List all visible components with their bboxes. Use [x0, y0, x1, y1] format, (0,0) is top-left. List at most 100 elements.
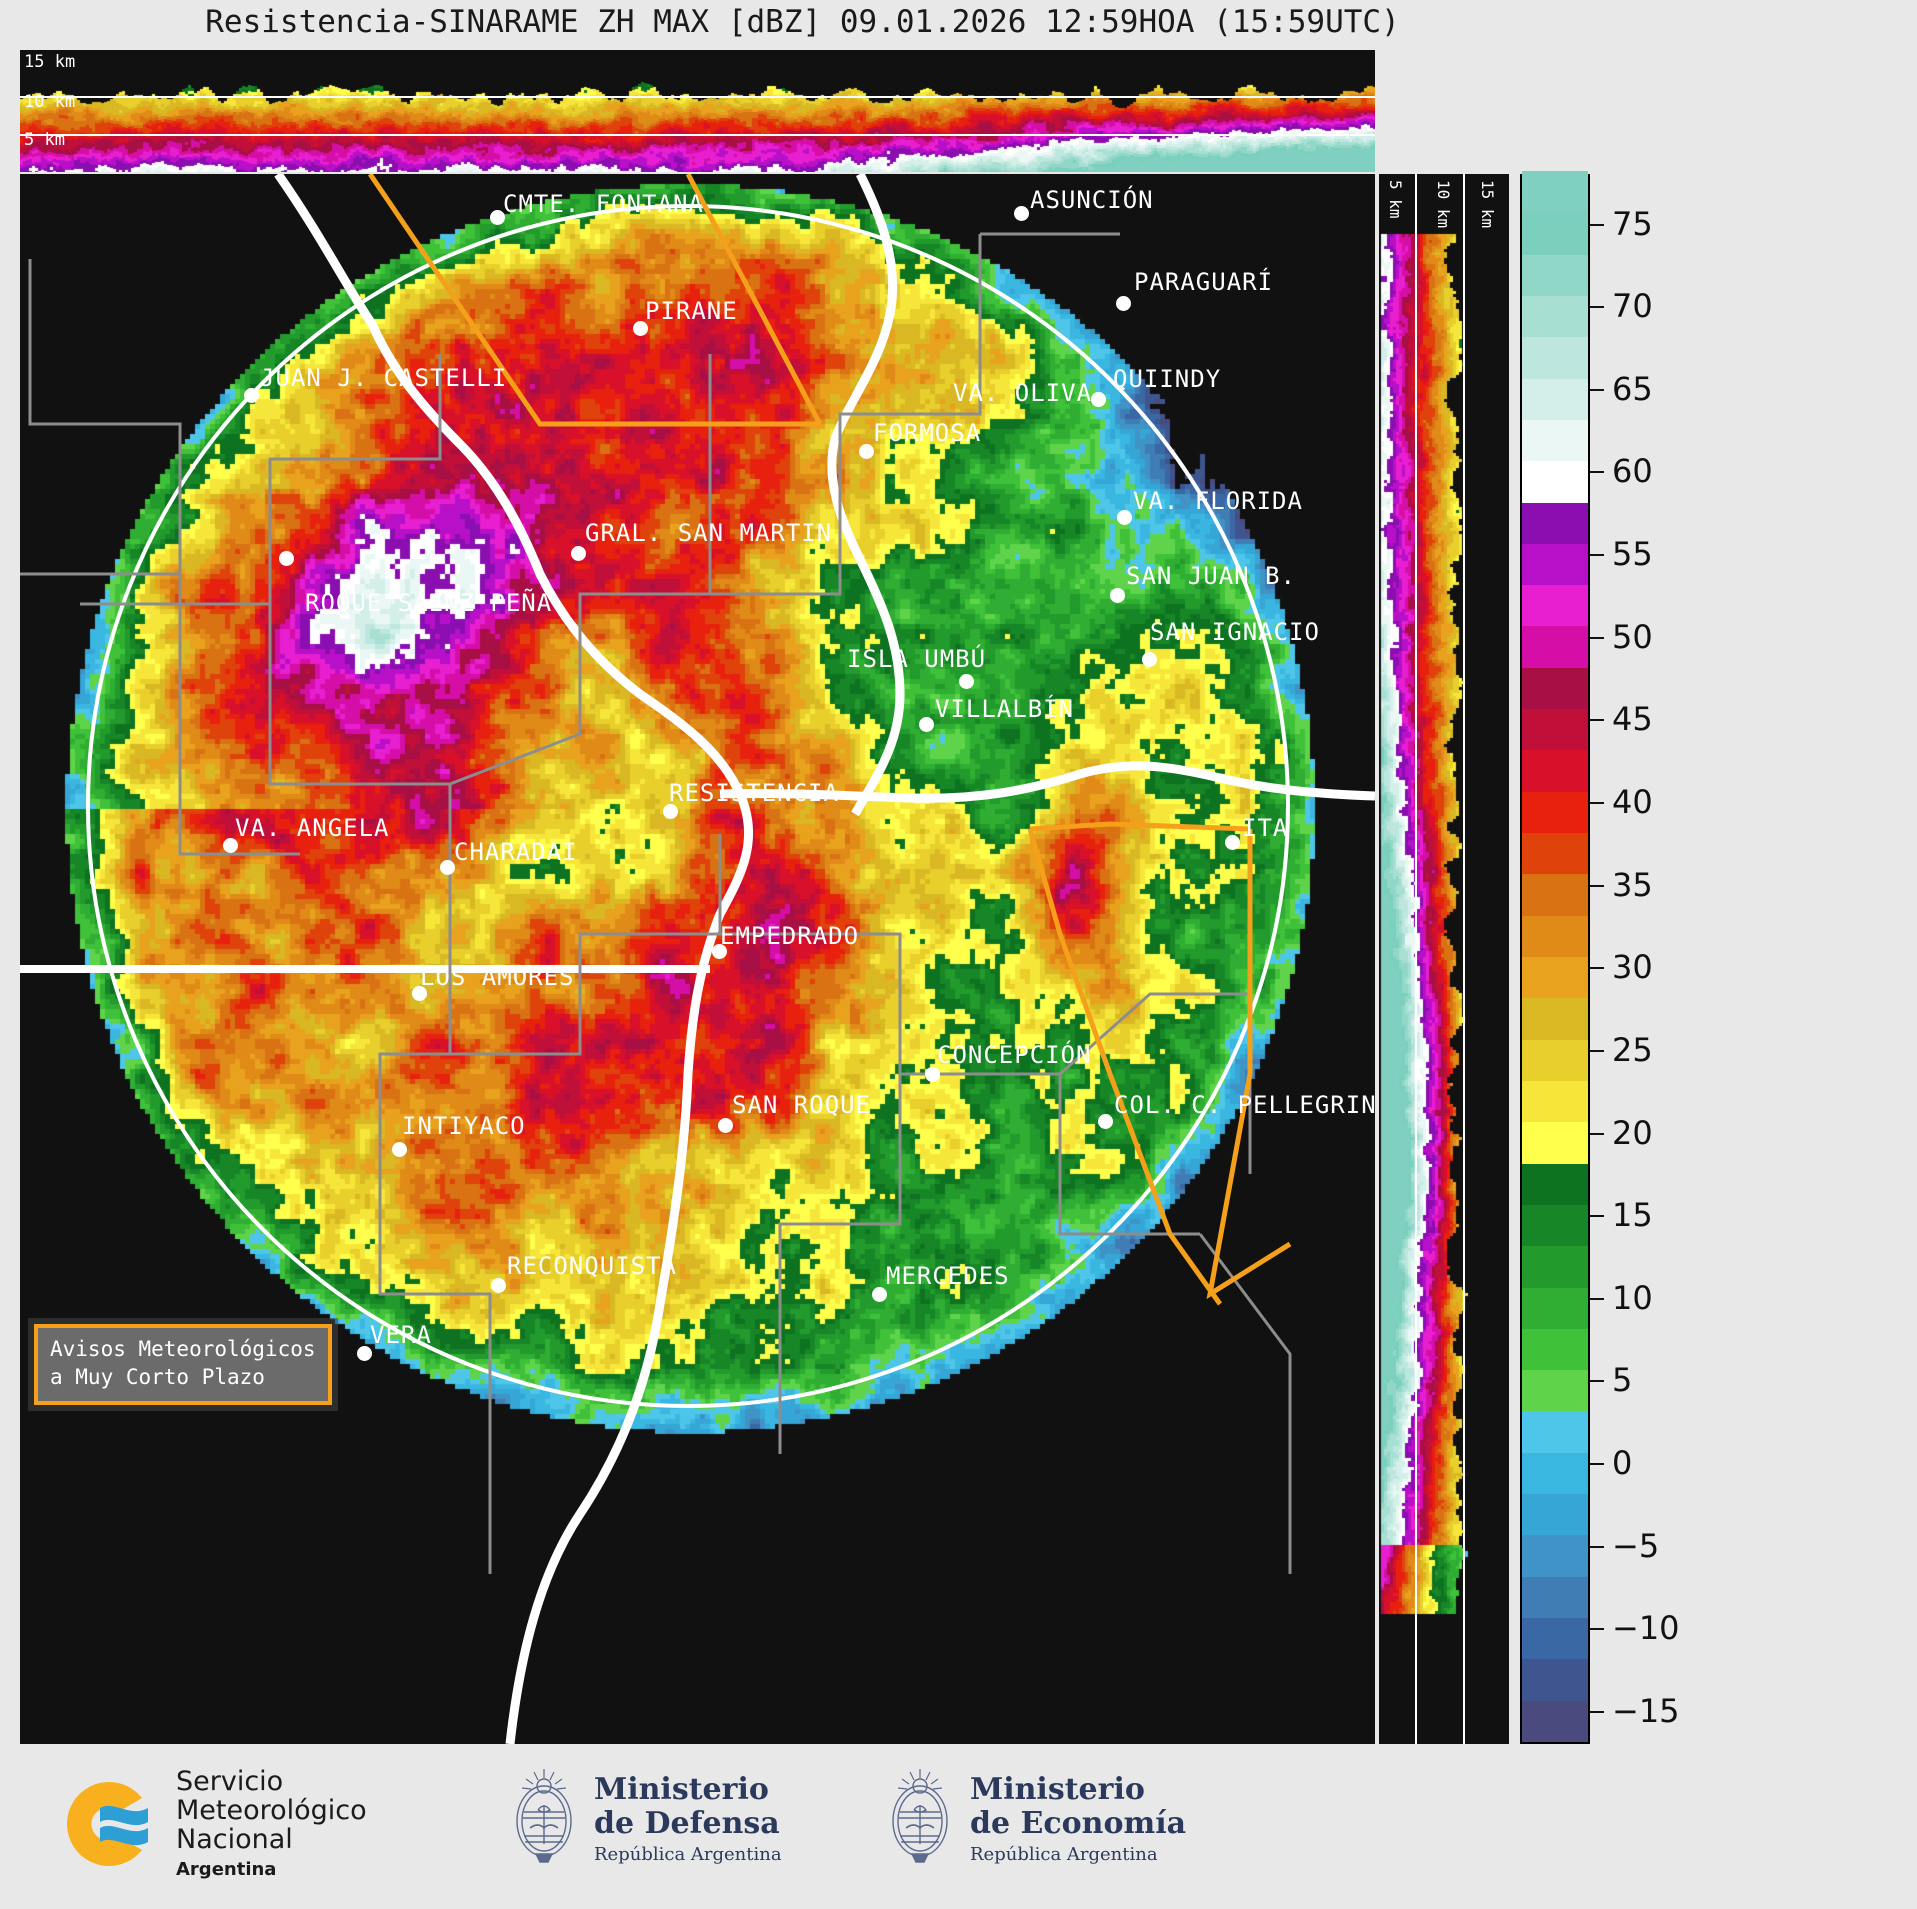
colorbar-segment — [1522, 1369, 1588, 1412]
argentina-coat-of-arms-icon — [892, 1769, 948, 1863]
footer-logos: Servicio Meteorológico Nacional Argentin… — [0, 1748, 1917, 1909]
colorbar-segment — [1522, 295, 1588, 338]
colorbar-tick — [1590, 719, 1604, 722]
radar-map-panel[interactable]: CMTE. FONTANA ASUNCIÓN PARAGUARÍ PIRANE JUAN… — [20, 174, 1375, 1744]
colorbar-segment — [1522, 1038, 1588, 1081]
colorbar-legend: 75 70 65 60 55 50 45 40 35 30 25 20 15 10 5 0 −5 −10 −15 — [1520, 171, 1680, 1744]
colorbar-tick — [1590, 884, 1604, 887]
logo-servicio-meteorologico-nacional: Servicio Meteorológico Nacional Argentin… — [52, 1767, 367, 1880]
colorbar-segment — [1522, 1328, 1588, 1371]
colorbar-tick-label: 65 — [1612, 369, 1653, 408]
range-line-5km — [1415, 174, 1417, 1744]
smn-line-3: Nacional — [176, 1823, 293, 1855]
nowcast-warning-box[interactable]: Avisos Meteorológicos a Muy Corto Plazo — [34, 1324, 332, 1405]
city-dot — [1014, 206, 1029, 221]
colorbar-segment — [1522, 1575, 1588, 1619]
cross-section-top-panel: 15 km 10 km 5 km — [20, 50, 1375, 172]
city-dot — [491, 1278, 506, 1293]
colorbar-segment — [1522, 708, 1588, 751]
colorbar-segment — [1522, 253, 1588, 296]
colorbar-segment — [1522, 1452, 1588, 1495]
colorbar-tick-label: 10 — [1612, 1278, 1653, 1317]
colorbar-tick — [1590, 802, 1604, 804]
logo-ministerio-de-defensa: Ministerio de Defensa República Argentin… — [508, 1766, 782, 1872]
map-vector-overlay — [20, 174, 1375, 1744]
city-dot — [712, 944, 727, 959]
colorbar-tick-label: 70 — [1612, 287, 1653, 326]
colorbar-segment — [1522, 1162, 1588, 1205]
colorbar-tick — [1590, 223, 1604, 226]
colorbar-segment — [1522, 1080, 1588, 1123]
colorbar-segment — [1522, 543, 1588, 586]
colorbar-tick — [1590, 306, 1604, 309]
economia-subtitle: República Argentina — [970, 1844, 1158, 1866]
colorbar-tick-label: 15 — [1612, 1196, 1653, 1235]
colorbar-tick-label: 25 — [1612, 1030, 1653, 1069]
colorbar-tick — [1590, 471, 1604, 474]
river-parana-main — [274, 174, 754, 1744]
colorbar-tick-label: 35 — [1612, 865, 1653, 904]
city-dot — [1142, 652, 1157, 667]
city-dot — [1098, 1114, 1113, 1129]
colorbar-tick-label: 60 — [1612, 452, 1653, 491]
colorbar-segment — [1522, 1121, 1588, 1164]
alert-polygon-overlay — [367, 174, 1292, 1306]
city-dot — [357, 1346, 372, 1361]
colorbar-tick — [1590, 1628, 1604, 1631]
city-dot — [718, 1118, 733, 1133]
city-dot — [663, 804, 678, 819]
colorbar-segment — [1522, 171, 1588, 214]
city-dot — [440, 860, 455, 875]
colorbar-tick-label: −15 — [1612, 1691, 1680, 1730]
city-dot — [1225, 835, 1240, 850]
defensa-line-1: Ministerio — [594, 1771, 769, 1807]
cross-section-right-canvas — [1379, 174, 1509, 1744]
colorbar-segment — [1522, 1286, 1588, 1329]
colorbar-segment — [1522, 419, 1588, 462]
colorbar-segment — [1522, 625, 1588, 668]
colorbar-tick — [1590, 1215, 1604, 1218]
radar-range-ring — [86, 204, 1290, 1408]
colorbar-segment — [1522, 667, 1588, 710]
colorbar-tick — [1590, 1049, 1604, 1052]
colorbar-tick — [1590, 1545, 1604, 1548]
defensa-subtitle: República Argentina — [594, 1844, 782, 1866]
xsec-top-label-15km: 15 km — [24, 52, 76, 72]
river-parana-east — [719, 761, 1375, 803]
colorbar-tick-label: 30 — [1612, 948, 1653, 987]
city-dot — [412, 986, 427, 1001]
colorbar-tick — [1590, 636, 1604, 639]
city-dot — [859, 444, 874, 459]
colorbar-tick — [1590, 1297, 1604, 1300]
city-dot — [490, 210, 505, 225]
city-dot — [959, 674, 974, 689]
colorbar-segment — [1522, 1699, 1588, 1742]
xsec-right-label-10km: 10 km — [1434, 180, 1453, 229]
warning-line-1: Avisos Meteorológicos — [50, 1337, 316, 1361]
colorbar-tick-label: 45 — [1612, 700, 1653, 739]
colorbar-segment — [1522, 584, 1588, 627]
colorbar-segment — [1522, 336, 1588, 379]
city-dot — [279, 551, 294, 566]
river-paraguay — [827, 174, 905, 817]
colorbar-tick — [1590, 967, 1604, 970]
city-dot — [1116, 296, 1131, 311]
colorbar-segment — [1522, 1534, 1588, 1577]
colorbar-segment — [1522, 1493, 1588, 1536]
city-dot — [392, 1142, 407, 1157]
smn-mark-icon — [67, 1781, 148, 1866]
colorbar-segment — [1522, 956, 1588, 999]
colorbar-tick-label: 40 — [1612, 783, 1653, 821]
colorbar-segment — [1522, 749, 1588, 792]
city-dot — [925, 1067, 940, 1082]
colorbar-tick-label: 75 — [1612, 204, 1653, 243]
logo-ministerio-de-economia: Ministerio de Economía República Argenti… — [884, 1766, 1186, 1872]
colorbar-tick — [1590, 388, 1604, 391]
cross-section-top-canvas — [20, 50, 1375, 172]
colorbar-segment — [1522, 914, 1588, 957]
colorbar-tick — [1590, 1463, 1604, 1466]
colorbar-tick — [1590, 554, 1604, 557]
colorbar-segment — [1522, 1410, 1588, 1453]
economia-line-1: Ministerio — [970, 1771, 1145, 1807]
colorbar-tick-label: −5 — [1612, 1526, 1660, 1565]
